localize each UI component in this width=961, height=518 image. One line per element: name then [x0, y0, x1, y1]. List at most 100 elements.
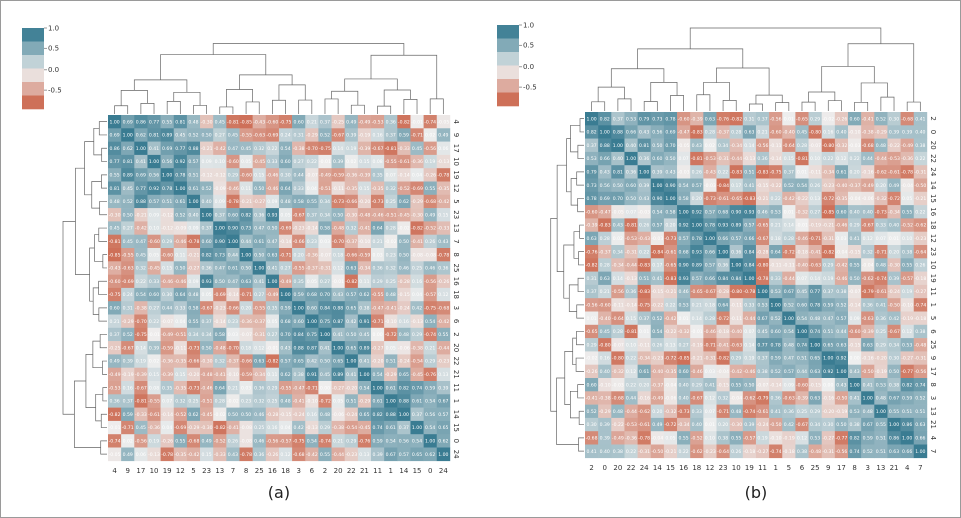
cell-value-label: 0.37 [202, 226, 212, 232]
cell-value-label: 0.68 [307, 292, 317, 298]
dendrogram-link [272, 99, 286, 114]
cell-value-label: -0.79 [862, 289, 874, 295]
cell-value-label: 0.43 [836, 382, 846, 388]
row-tick-label: 6 [929, 329, 937, 334]
cell-value-label: 0.51 [744, 169, 754, 175]
cell-value-label: 0.64 [718, 302, 728, 308]
cell-value-label: -0.15 [809, 382, 821, 388]
cell-value-label: -0.56 [586, 302, 598, 308]
row-tick-label: 10 [452, 157, 460, 166]
cell-value-label: 0.41 [346, 372, 356, 378]
heatmap-cell [318, 341, 332, 355]
cell-value-label: -0.05 [612, 209, 624, 215]
cell-value-label: 0.66 [600, 156, 610, 162]
heatmap-cell [357, 341, 372, 355]
cell-value-label: -0.62 [691, 449, 703, 455]
cell-value-label: 0.53 [586, 156, 596, 162]
cell-value-label: 0.88 [386, 412, 396, 418]
heatmap-cell [436, 168, 451, 182]
cell-value-label: 0.43 [280, 345, 290, 351]
heatmap-cell [186, 208, 201, 222]
heatmap-cell [357, 208, 372, 222]
cell-value-label: -0.60 [240, 172, 252, 178]
cell-value-label: 0.50 [215, 279, 225, 285]
heatmap-cell [134, 181, 148, 196]
cell-value-label: 0.38 [915, 143, 925, 149]
cell-value-label: -0.06 [398, 345, 410, 351]
cell-value-label: 0.52 [652, 316, 662, 322]
cell-value-label: 0.55 [438, 332, 448, 338]
cell-value-label: -0.38 [332, 425, 344, 431]
cell-value-label: 0.30 [823, 422, 833, 428]
cell-value-label: 0.62 [136, 133, 146, 139]
cell-value-label: 0.57 [346, 292, 356, 298]
heatmap-cell [292, 261, 306, 275]
cell-value-label: -0.14 [770, 156, 782, 162]
heatmap-cell [436, 287, 451, 302]
cell-value-label: 0.92 [692, 209, 702, 215]
cell-value-label: 0.50 [254, 252, 264, 258]
cell-value-label: -0.07 [757, 382, 769, 388]
heatmap-cell [252, 341, 267, 355]
heatmap-cell [331, 314, 345, 329]
heatmap-cell [265, 341, 280, 355]
cell-value-label: -0.18 [914, 276, 926, 282]
cell-value-label: -0.43 [704, 169, 716, 175]
cell-value-label: -0.57 [280, 438, 292, 444]
cell-value-label: -0.48 [914, 342, 926, 348]
cell-value-label: 0.41 [863, 382, 873, 388]
cell-value-label: -0.05 [437, 119, 449, 125]
cell-value-label: 0.01 [705, 422, 715, 428]
cell-value-label: -0.70 [135, 319, 147, 325]
heatmap-cell [213, 115, 227, 129]
cell-value-label: -0.15 [651, 289, 663, 295]
dendrogram-link [160, 54, 267, 80]
cell-value-label: 0.69 [600, 196, 610, 202]
cell-value-label: 0.69 [665, 130, 675, 136]
heatmap-cell [423, 208, 438, 222]
cell-value-label: -0.82 [822, 249, 834, 255]
heatmap-cell [357, 248, 372, 262]
cell-value-label: -0.72 [385, 332, 397, 338]
heatmap-cell [278, 208, 293, 222]
cell-value-label: 0.36 [757, 156, 767, 162]
cell-value-label: -0.63 [730, 342, 742, 348]
heatmap-cell [252, 261, 267, 275]
cell-value-label: 0.22 [679, 449, 689, 455]
cell-value-label: 0.05 [149, 252, 159, 258]
cell-value-label: 0.68 [679, 249, 689, 255]
col-tick-label: 22 [347, 467, 356, 475]
dendrogram-link [75, 167, 90, 275]
cell-value-label: -0.78 [901, 169, 913, 175]
cell-value-label: -0.81 [796, 156, 808, 162]
heatmap-cell [371, 327, 385, 342]
cell-value-label: -0.63 [809, 263, 821, 269]
cell-value-label: 0.32 [215, 359, 225, 365]
cell-value-label: 0.34 [810, 422, 820, 428]
heatmap-cell [121, 141, 135, 156]
dendrogram-link [617, 98, 632, 111]
heatmap-cell [331, 287, 345, 302]
cell-value-label: -0.08 [240, 438, 252, 444]
cell-value-label: -0.18 [743, 449, 755, 455]
cell-value-label: 1.00 [280, 292, 290, 298]
heatmap-cell [160, 248, 175, 262]
heatmap-cell [160, 341, 175, 355]
cell-value-label: 0.48 [188, 292, 198, 298]
cell-value-label: 0.14 [784, 223, 794, 229]
cell-value-label: 0.39 [600, 435, 610, 441]
heatmap-cell [318, 128, 332, 142]
cell-value-label: -0.64 [914, 249, 926, 255]
dendrogram-link [344, 78, 398, 92]
cell-value-label: 0.73 [241, 226, 251, 232]
heatmap-cell [121, 274, 135, 289]
heatmap-cell [278, 248, 293, 262]
cell-value-label: 0.20 [294, 252, 304, 258]
col-tick-label: 25 [811, 464, 820, 472]
heatmap-cell [134, 221, 148, 235]
cell-value-label: -0.67 [122, 345, 134, 351]
cell-value-label: 0.90 [679, 263, 689, 269]
heatmap-cell [292, 234, 306, 249]
cell-value-label: -0.18 [783, 449, 795, 455]
cell-value-label: 0.15 [784, 156, 794, 162]
